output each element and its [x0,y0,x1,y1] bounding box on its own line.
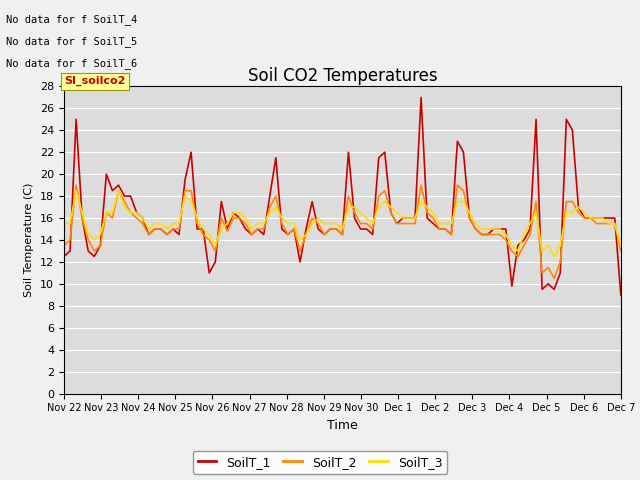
X-axis label: Time: Time [327,419,358,432]
Y-axis label: Soil Temperature (C): Soil Temperature (C) [24,183,35,297]
Title: Soil CO2 Temperatures: Soil CO2 Temperatures [248,67,437,85]
Legend: SoilT_1, SoilT_2, SoilT_3: SoilT_1, SoilT_2, SoilT_3 [193,451,447,474]
Text: SI_soilco2: SI_soilco2 [64,76,125,86]
Text: No data for f SoilT_6: No data for f SoilT_6 [6,58,138,69]
Text: No data for f SoilT_4: No data for f SoilT_4 [6,14,138,25]
Text: No data for f SoilT_5: No data for f SoilT_5 [6,36,138,47]
